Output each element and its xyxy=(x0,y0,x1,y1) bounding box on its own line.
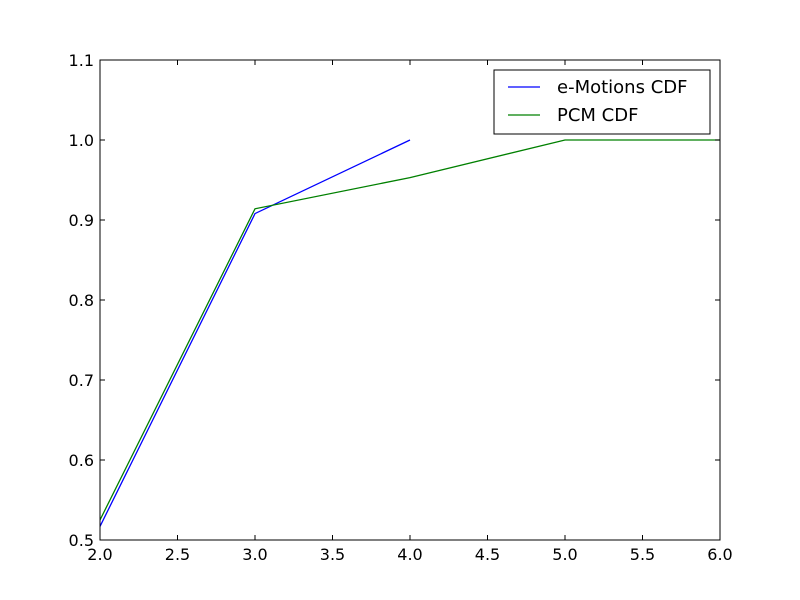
y-tick-label: 1.1 xyxy=(69,51,94,70)
series-line-e-motions xyxy=(99,139,411,527)
x-tick-label: 3.5 xyxy=(320,545,345,564)
x-tick-label: 3.0 xyxy=(242,545,267,564)
y-tick-label: 0.8 xyxy=(69,291,94,310)
series-layer xyxy=(99,139,720,527)
x-tick-label: 2.0 xyxy=(87,545,112,564)
x-tick-label: 4.0 xyxy=(397,545,422,564)
series-line-pcm xyxy=(99,139,720,521)
x-tick-label: 2.5 xyxy=(165,545,190,564)
y-tick-label: 0.5 xyxy=(69,531,94,550)
y-tick-label: 1.0 xyxy=(69,131,94,150)
legend: e-Motions CDF PCM CDF xyxy=(493,69,711,135)
x-tick-label: 5.5 xyxy=(630,545,655,564)
x-tick-label: 4.5 xyxy=(475,545,500,564)
legend-label-e-motions: e-Motions CDF xyxy=(557,77,687,98)
x-tick-label: 5.0 xyxy=(552,545,577,564)
ticks-layer: 2.0 2.5 3.0 3.5 4.0 4.5 5.0 5.5 6.0 0.5 0.6 0.7 0.8 0… xyxy=(69,51,733,564)
y-tick-label: 0.9 xyxy=(69,211,94,230)
legend-label-pcm: PCM CDF xyxy=(557,105,638,126)
x-tick-label: 6.0 xyxy=(707,545,732,564)
legend-box xyxy=(493,69,711,135)
y-tick-label: 0.6 xyxy=(69,451,94,470)
y-tick-label: 0.7 xyxy=(69,371,94,390)
